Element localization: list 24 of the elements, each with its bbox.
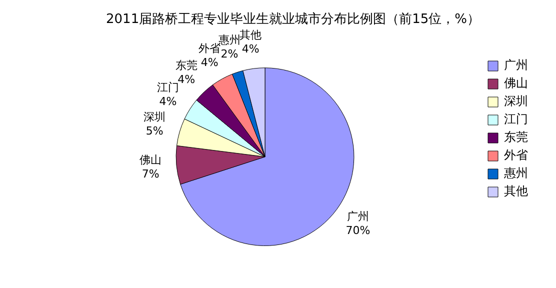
data-label: 4% [200,56,218,69]
data-label: 2% [220,47,238,60]
data-label: 7% [142,167,160,180]
legend-label: 东莞 [504,130,528,144]
legend-label: 外省 [504,148,528,162]
slice-label: 广州 [346,210,369,224]
legend-label: 惠州 [503,166,528,180]
data-label: 70% [346,224,370,238]
slice-label: 外省 [198,42,221,55]
slice-label: 深圳 [144,110,166,124]
data-label: 5% [146,124,164,138]
data-label: 4% [242,42,260,56]
data-label: 4% [178,72,196,86]
legend-label: 其他 [504,184,528,198]
legend-label: 广州 [504,58,528,72]
slice-label: 东莞 [175,58,198,72]
legend-label: 江门 [504,112,528,126]
legend-label: 深圳 [504,94,528,108]
slice-label: 其他 [240,28,262,42]
slice-label: 佛山 [140,153,162,166]
slice-label: 江门 [156,81,179,94]
legend-label: 佛山 [504,76,528,90]
chart-title: 2011届路桥工程专业毕业生就业城市分布比例图（前15位，%） [106,12,480,28]
data-label: 4% [159,95,177,108]
